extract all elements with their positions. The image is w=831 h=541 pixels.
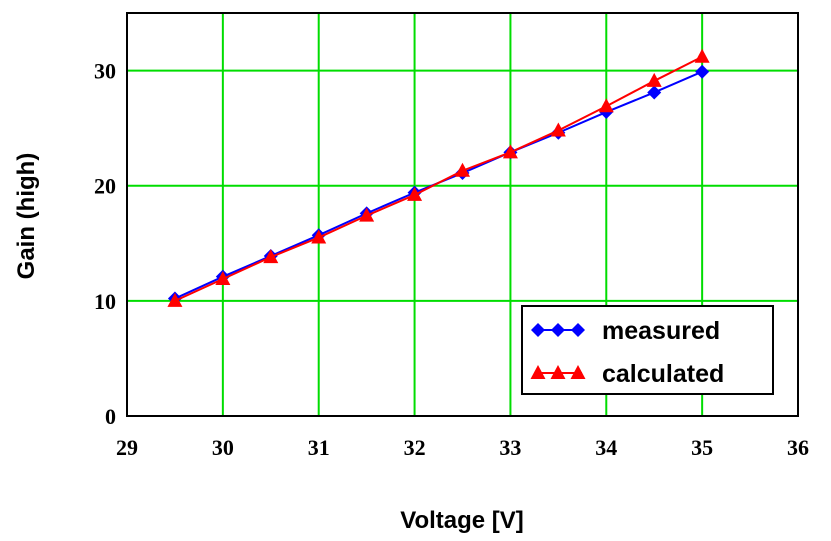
x-tick-labels: 29 30 31 32 33 34 35 36 <box>116 435 809 460</box>
x-tick-label: 32 <box>404 435 426 460</box>
x-tick-label: 35 <box>691 435 713 460</box>
legend-label: measured <box>602 317 720 345</box>
x-tick-label: 30 <box>212 435 234 460</box>
calculated-point <box>263 249 279 264</box>
x-tick-label: 29 <box>116 435 138 460</box>
measured-point <box>695 64 710 79</box>
legend-marker <box>550 365 566 379</box>
calculated-point <box>359 207 375 222</box>
x-axis-title: Voltage [V] <box>400 507 524 534</box>
x-tick-label: 31 <box>308 435 330 460</box>
y-axis-title: Gain (high) <box>13 153 40 280</box>
legend-box <box>521 305 774 395</box>
calculated-point <box>598 98 614 113</box>
y-tick-label: 0 <box>105 404 116 429</box>
y-tick-label: 20 <box>94 174 116 199</box>
legend-marker <box>551 323 565 337</box>
x-tick-label: 36 <box>787 435 809 460</box>
calculated-point <box>215 270 231 285</box>
calculated-point <box>646 72 662 87</box>
y-tick-label: 10 <box>94 289 116 314</box>
y-tick-labels: 0 10 20 30 <box>94 59 116 429</box>
legend-item-measured: measured <box>531 317 720 345</box>
legend-marker <box>570 365 586 379</box>
legend-marker <box>531 323 545 337</box>
legend-item-calculated: calculated <box>530 360 724 388</box>
calculated-point <box>311 229 327 244</box>
x-tick-label: 34 <box>595 435 617 460</box>
calculated-point <box>407 186 423 201</box>
calculated-point <box>694 48 710 63</box>
legend: measured calculated <box>521 305 774 395</box>
calculated-point <box>455 162 470 177</box>
calculated-point <box>550 122 566 137</box>
x-tick-label: 33 <box>499 435 521 460</box>
grid <box>127 13 798 416</box>
legend-label: calculated <box>602 360 724 388</box>
calculated-point <box>502 144 518 159</box>
plot-frame <box>126 12 799 417</box>
calculated-point <box>167 292 183 307</box>
legend-marker <box>530 365 546 379</box>
calculated-line <box>174 55 703 302</box>
series-calculated <box>167 48 710 307</box>
legend-marker <box>571 323 585 337</box>
measured-point <box>647 85 662 100</box>
y-tick-label: 30 <box>94 59 116 84</box>
series-layer <box>167 48 710 307</box>
